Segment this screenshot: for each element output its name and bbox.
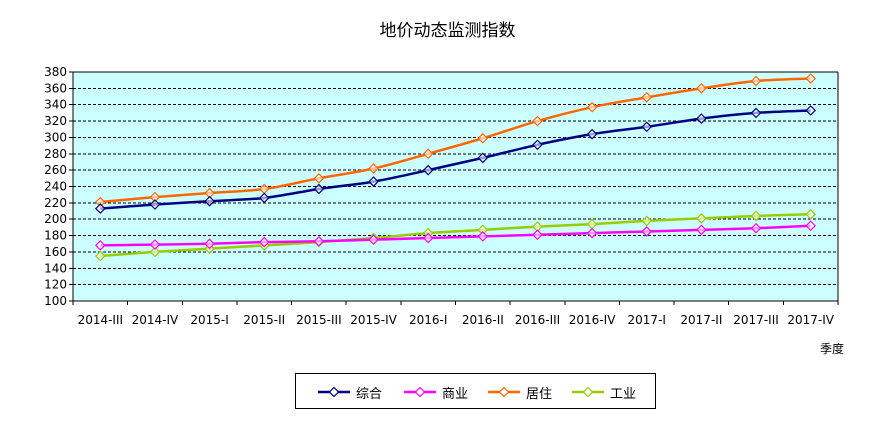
chart-title: 地价动态监测指数 (379, 21, 516, 41)
y-tick-label: 280 (44, 147, 67, 161)
data-point (94, 240, 106, 251)
y-tick-label: 300 (44, 130, 67, 144)
legend-item: 居住 (488, 383, 553, 402)
data-point (805, 220, 817, 232)
data-point (532, 139, 543, 151)
data-point (258, 192, 270, 204)
x-tick-label: 2017-II (680, 313, 722, 327)
data-point (368, 176, 379, 187)
legend-marker (404, 386, 436, 398)
data-point (532, 115, 543, 127)
y-tick-label: 360 (44, 81, 67, 95)
data-point (422, 164, 434, 176)
x-tick-label: 2016-III (515, 313, 561, 327)
data-point (149, 239, 161, 250)
x-tick-label: 2015-I (190, 313, 228, 327)
data-point (368, 163, 379, 174)
y-tick-label: 200 (44, 212, 67, 226)
data-point (696, 83, 707, 94)
y-tick-label: 180 (44, 229, 67, 243)
data-point (696, 113, 707, 124)
data-point (805, 73, 817, 84)
legend-item: 商业 (404, 383, 469, 402)
y-tick-label: 120 (44, 278, 67, 292)
data-point (477, 152, 489, 164)
data-point (313, 235, 325, 247)
x-tick-label: 2017-I (628, 313, 666, 327)
x-tick-label: 2014-III (78, 313, 124, 327)
x-tick-label: 2015-IV (350, 313, 397, 327)
legend: 综合 商业 居住 工业 (295, 373, 656, 409)
y-tick-label: 220 (44, 196, 67, 210)
data-point (477, 132, 489, 144)
data-point (94, 203, 106, 214)
data-point (204, 195, 215, 207)
data-point (750, 107, 762, 119)
data-point (750, 75, 762, 87)
data-point (368, 234, 379, 246)
data-point (94, 250, 106, 262)
legend-marker (572, 386, 604, 398)
legend-marker (488, 386, 520, 398)
data-point (641, 92, 653, 103)
x-tick-label: 2017-III (733, 313, 779, 327)
data-point (750, 222, 762, 234)
data-point (586, 227, 598, 239)
y-tick-label: 380 (44, 65, 67, 79)
data-point (149, 246, 161, 258)
legend-label: 居住 (526, 386, 553, 402)
y-tick-label: 100 (44, 294, 67, 308)
data-point (586, 101, 598, 113)
data-point (641, 226, 653, 237)
y-tick-label: 320 (44, 114, 67, 128)
data-point (258, 236, 270, 248)
data-point (204, 238, 215, 250)
y-tick-label: 140 (44, 261, 67, 275)
data-point (477, 231, 489, 242)
data-point (422, 148, 434, 160)
y-tick-label: 240 (44, 180, 67, 194)
data-point (805, 208, 817, 220)
data-point (532, 229, 543, 241)
data-point (696, 224, 707, 236)
y-tick-label: 160 (44, 245, 67, 259)
data-point (696, 213, 707, 224)
legend-label: 商业 (442, 386, 469, 402)
data-point (313, 172, 325, 184)
x-axis-label: 季度 (820, 342, 845, 356)
x-tick-label: 2016-I (409, 313, 447, 327)
x-tick-label: 2015-II (243, 313, 285, 327)
legend-label: 综合 (356, 386, 383, 402)
y-tick-label: 260 (44, 163, 67, 177)
data-point (422, 232, 434, 244)
x-tick-label: 2015-III (296, 313, 342, 327)
data-point (586, 128, 598, 140)
data-point (641, 121, 653, 133)
x-tick-label: 2017-IV (787, 313, 834, 327)
data-point (750, 210, 762, 222)
legend-marker (318, 386, 350, 398)
data-point (313, 183, 325, 195)
legend-item: 综合 (318, 383, 383, 402)
data-point (805, 105, 817, 116)
x-tick-label: 2014-IV (132, 313, 179, 327)
legend-item: 工业 (572, 383, 637, 402)
legend-label: 工业 (610, 386, 637, 402)
y-tick-label: 340 (44, 98, 67, 112)
data-point (149, 199, 161, 210)
x-tick-label: 2016-II (462, 313, 504, 327)
x-tick-label: 2016-IV (569, 313, 616, 327)
data-point (641, 215, 653, 227)
